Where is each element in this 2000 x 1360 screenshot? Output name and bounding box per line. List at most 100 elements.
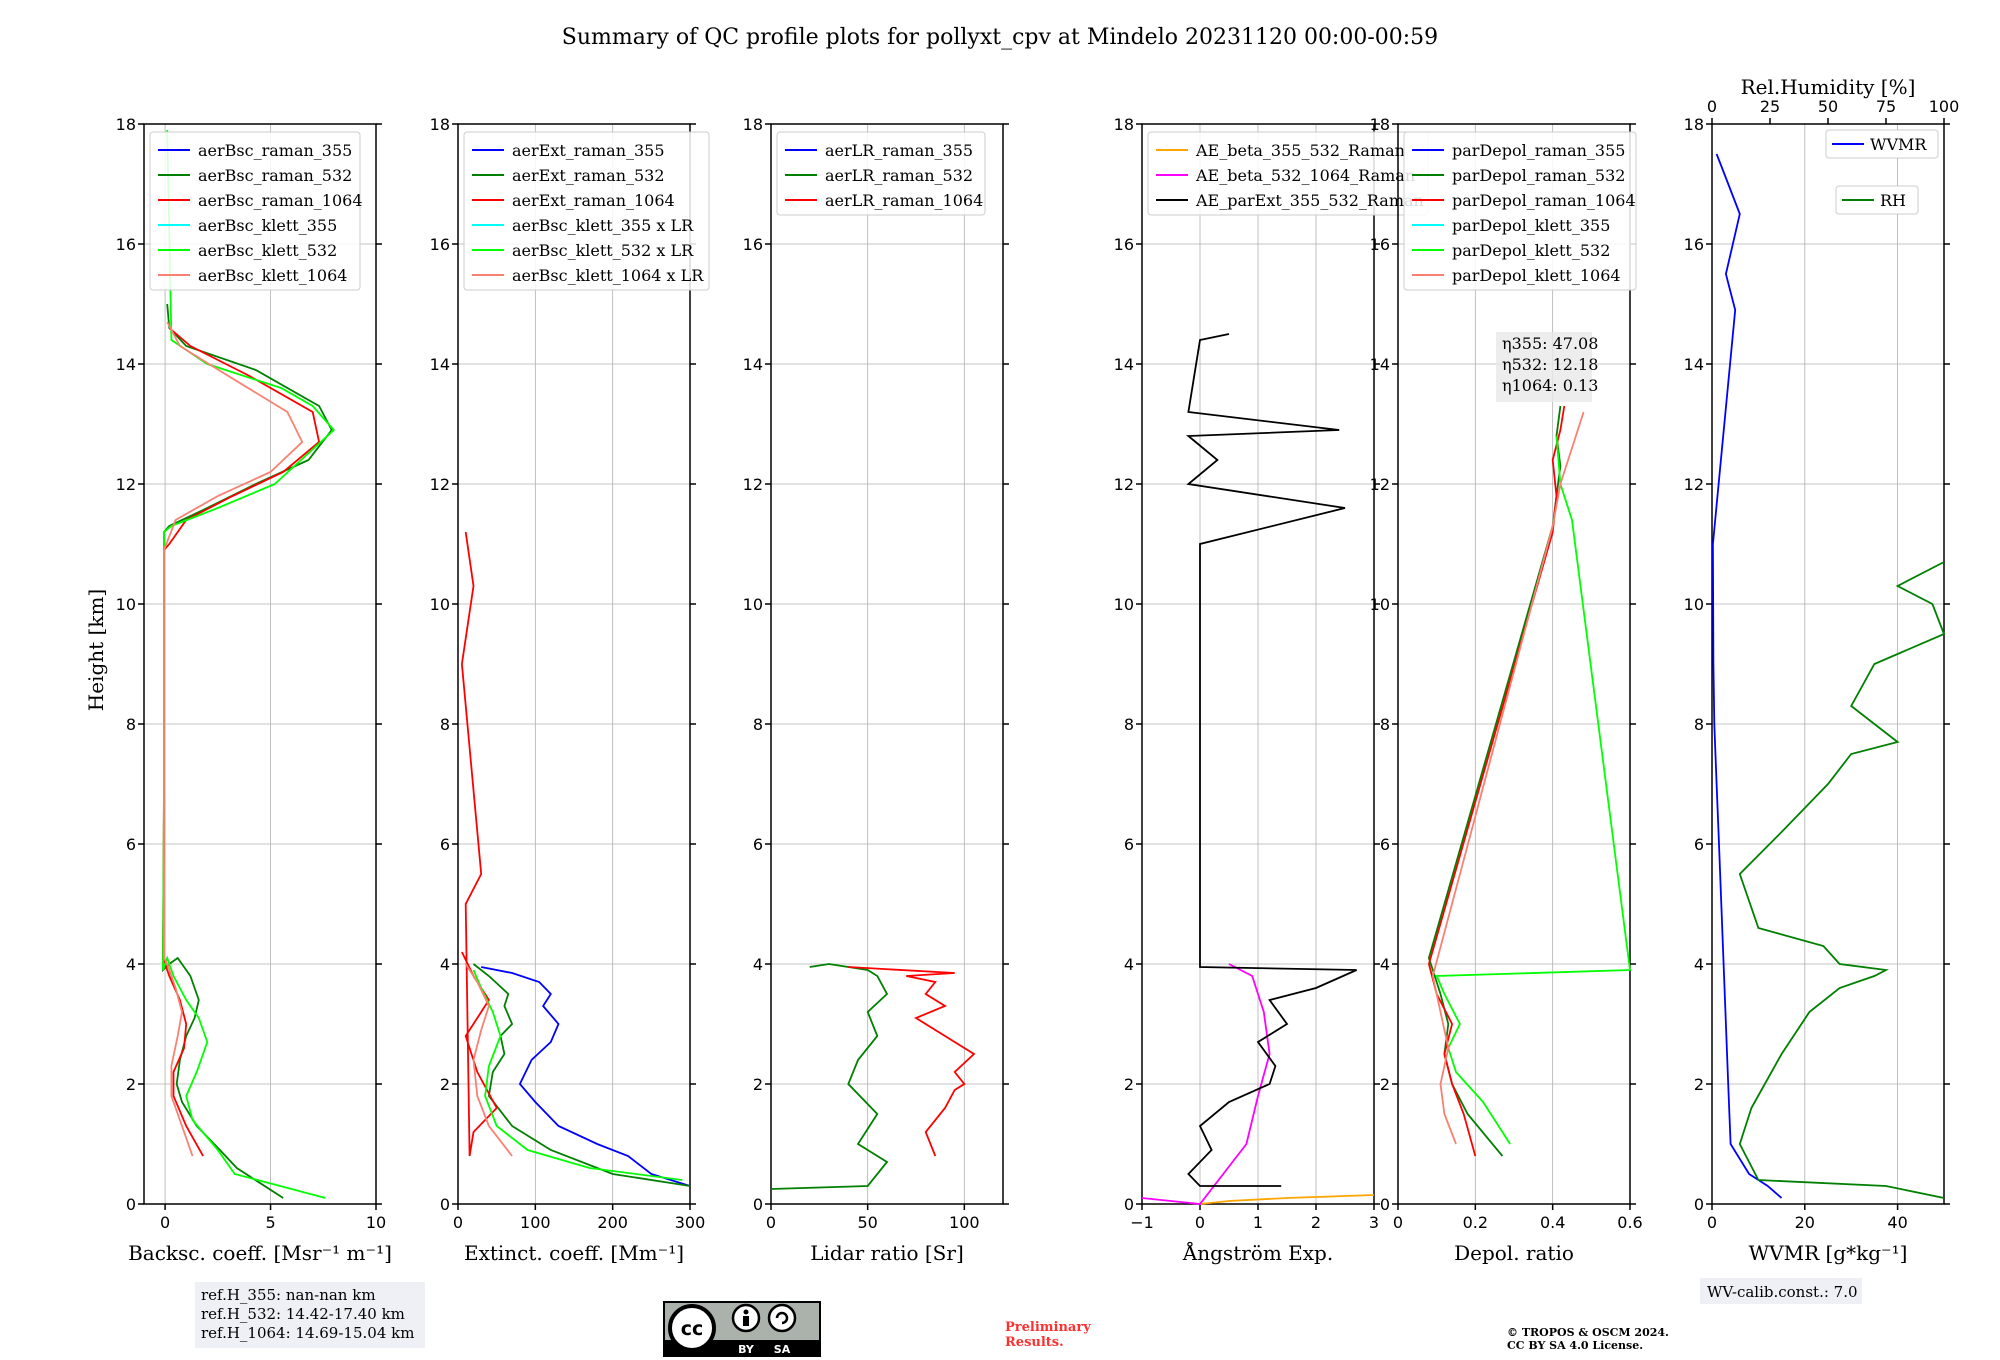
legend-box xyxy=(149,131,361,291)
plot-frame xyxy=(770,123,1004,1205)
y-tick-label: 6 xyxy=(126,835,136,854)
y-tick-label: 14 xyxy=(1684,355,1704,374)
series-RH xyxy=(1738,561,1946,1199)
legend-label: AE_beta_355_532_Raman xyxy=(1195,141,1405,160)
panel-3: 0 2 4 6 8 10 12 14 16 18 0 50 100 Lidar ratio [Sr] aer… xyxy=(743,115,1009,1265)
y-tick-label: 4 xyxy=(440,955,450,974)
series-aerBsc_klett_1064 xyxy=(163,321,304,1157)
y-tick-label: 16 xyxy=(430,235,450,254)
panel-5: 0 2 4 6 8 10 12 14 16 18 0 0.2 0.4 0.6 Depol. ratio par… xyxy=(1370,115,1643,1265)
legend-label: RH xyxy=(1880,191,1906,210)
x2-tick-label: 50 xyxy=(1818,97,1838,116)
y-tick-label: 10 xyxy=(1114,595,1134,614)
preliminary-note: Preliminary Results. xyxy=(1005,1320,1091,1350)
series-aerLR_raman_1064 xyxy=(848,966,976,1157)
y-tick-label: 18 xyxy=(1114,115,1134,134)
y-tick-label: 12 xyxy=(430,475,450,494)
y-tick-label: 16 xyxy=(743,235,763,254)
series-parDepol_raman_1064 xyxy=(1427,405,1566,1157)
wv-calib-box: WV-calib.const.: 7.0 xyxy=(1700,1278,1862,1304)
x-axis-label: Backsc. coeff. [Msr⁻¹ m⁻¹] xyxy=(128,1241,392,1265)
legend-label: aerBsc_klett_1064 xyxy=(198,266,347,285)
x-tick-label: 50 xyxy=(857,1213,877,1232)
x2-tick-label: 75 xyxy=(1876,97,1896,116)
y-tick-label: 6 xyxy=(1694,835,1704,854)
x-axis-label: WVMR [g*kg⁻¹] xyxy=(1749,1241,1908,1265)
y-tick-label: 2 xyxy=(1694,1075,1704,1094)
x-tick-label: 3 xyxy=(1369,1213,1379,1232)
copyright-note: © TROPOS & OSCM 2024. CC BY SA 4.0 Licen… xyxy=(1507,1326,1669,1352)
y-tick-label: 4 xyxy=(1124,955,1134,974)
y-tick-label: 4 xyxy=(1380,955,1390,974)
series-parDepol_raman_532 xyxy=(1427,405,1562,1157)
x-axis-label: Depol. ratio xyxy=(1454,1241,1574,1265)
y-tick-label: 8 xyxy=(753,715,763,734)
y-tick-label: 0 xyxy=(1124,1195,1134,1214)
x-tick-label: 0.2 xyxy=(1463,1213,1488,1232)
y-tick-label: 14 xyxy=(430,355,450,374)
plot-frame xyxy=(143,123,377,1205)
by-label: BY xyxy=(738,1343,755,1356)
legend: parDepol_raman_355 parDepol_raman_532 parD… xyxy=(1403,131,1637,291)
y-tick-label: 0 xyxy=(1380,1195,1390,1214)
y-tick-label: 4 xyxy=(126,955,136,974)
x-tick-label: 0 xyxy=(766,1213,776,1232)
y-tick-label: 14 xyxy=(1370,355,1390,374)
y-tick-label: 18 xyxy=(1370,115,1390,134)
x-tick-label: 0 xyxy=(1707,1213,1717,1232)
y-tick-label: 12 xyxy=(743,475,763,494)
plot-frame xyxy=(1711,123,1945,1205)
x-tick-label: 0 xyxy=(1195,1213,1205,1232)
legend-box xyxy=(1403,131,1637,291)
wv-calib-text: WV-calib.const.: 7.0 xyxy=(1707,1283,1858,1301)
legend-label: aerBsc_klett_355 x LR xyxy=(512,216,694,235)
legend-label: aerBsc_klett_355 xyxy=(198,216,337,235)
y-tick-label: 2 xyxy=(753,1075,763,1094)
y-tick-label: 18 xyxy=(430,115,450,134)
y-tick-label: 16 xyxy=(1684,235,1704,254)
x-tick-label: 2 xyxy=(1311,1213,1321,1232)
y-tick-label: 10 xyxy=(116,595,136,614)
ref-note-532: ref.H_532: 14.42-17.40 km xyxy=(201,1305,405,1323)
y-tick-label: 6 xyxy=(753,835,763,854)
x-tick-label: 20 xyxy=(1795,1213,1815,1232)
series-AE_parExt_355_532_Raman xyxy=(1186,333,1357,1187)
legend-label: aerBsc_klett_532 xyxy=(198,241,337,260)
y-tick-label: 0 xyxy=(440,1195,450,1214)
legend-label: aerExt_raman_532 xyxy=(512,166,665,185)
legend-label: parDepol_klett_532 xyxy=(1452,241,1610,260)
x-tick-label: −1 xyxy=(1130,1213,1154,1232)
x-tick-label: 0.4 xyxy=(1540,1213,1565,1232)
x-axis-label: Extinct. coeff. [Mm⁻¹] xyxy=(464,1241,684,1265)
figure-title: Summary of QC profile plots for pollyxt_… xyxy=(562,25,1438,50)
legend-label: aerLR_raman_1064 xyxy=(825,191,983,210)
y-tick-label: 18 xyxy=(116,115,136,134)
series-aerExt_raman_532 xyxy=(472,963,691,1187)
legend-box xyxy=(463,131,710,291)
y-tick-label: 12 xyxy=(116,475,136,494)
ref-note-1064: ref.H_1064: 14.69-15.04 km xyxy=(201,1324,414,1342)
legend-label: parDepol_klett_1064 xyxy=(1452,266,1621,285)
y-tick-label: 8 xyxy=(1380,715,1390,734)
legend-label: AE_parExt_355_532_Raman xyxy=(1195,191,1424,210)
legend-label: parDepol_raman_1064 xyxy=(1452,191,1636,210)
legend-rh: RH xyxy=(1835,185,1919,215)
y-tick-label: 0 xyxy=(126,1195,136,1214)
plot-frame xyxy=(457,123,691,1205)
y-tick-label: 6 xyxy=(1380,835,1390,854)
panel-2: 0 2 4 6 8 10 12 14 16 18 0 100 200 300 Extinct. coeff.… xyxy=(430,115,710,1265)
x-tick-label: 100 xyxy=(520,1213,551,1232)
y-tick-label: 18 xyxy=(743,115,763,134)
x2-axis-label: Rel.Humidity [%] xyxy=(1741,75,1916,99)
y-tick-label: 8 xyxy=(440,715,450,734)
x-tick-label: 1 xyxy=(1253,1213,1263,1232)
series-parDepol_klett_532 xyxy=(1435,435,1632,1145)
copyright-line-1: © TROPOS & OSCM 2024. xyxy=(1507,1326,1669,1339)
y-tick-label: 0 xyxy=(1694,1195,1704,1214)
svg-text:cc: cc xyxy=(681,1318,704,1340)
plot-frame xyxy=(1141,123,1375,1205)
legend: aerBsc_raman_355 aerBsc_raman_532 aerBsc_r… xyxy=(149,131,363,291)
legend-label: aerLR_raman_532 xyxy=(825,166,973,185)
